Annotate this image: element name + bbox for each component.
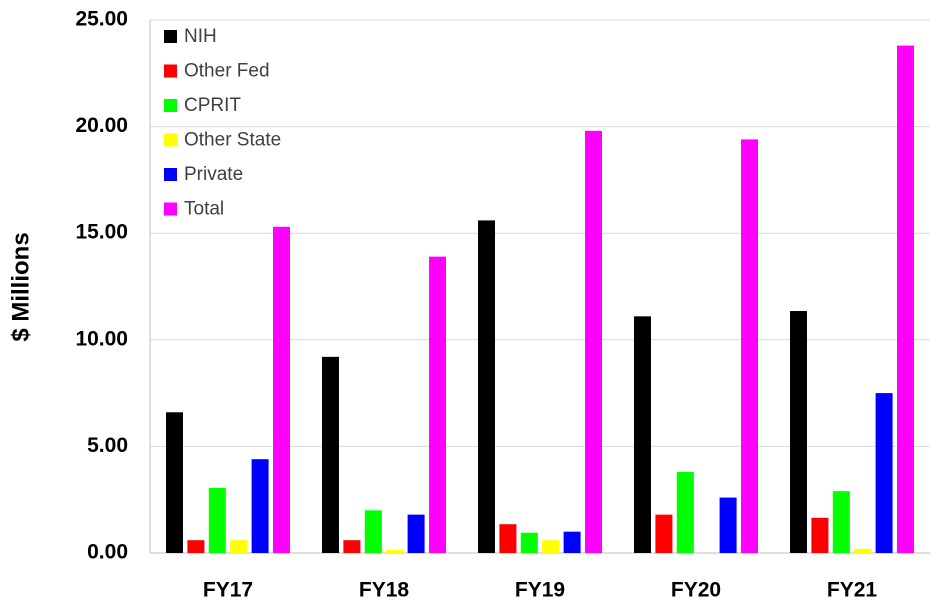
bar [719,497,737,553]
bar [386,549,404,553]
bar [897,45,914,554]
bar [429,256,446,553]
legend-swatch [164,133,177,147]
bar [187,540,205,553]
bar [520,532,538,553]
bar [676,471,694,553]
bar [166,412,183,553]
x-tick-label: FY21 [827,579,878,602]
y-tick-label: 20.00 [75,114,128,137]
bar [790,311,807,553]
bar [322,356,339,553]
bar [655,514,673,553]
bar [273,226,290,553]
legend-label: CPRIT [184,95,241,116]
legend-swatch [164,30,177,43]
bar [230,540,248,553]
bar [364,510,382,553]
bar [832,491,850,553]
legend-label: Total [184,199,224,220]
bar [478,220,495,553]
x-tick-label: FY17 [203,579,253,602]
legend-label: Private [184,164,243,185]
legend-label: Other State [184,130,281,151]
legend-swatch [164,168,177,181]
bar [634,316,651,553]
y-tick-label: 5.00 [87,434,128,457]
bar [251,459,269,553]
y-tick-label: 10.00 [75,327,128,350]
y-tick-label: 15.00 [75,221,128,244]
legend-swatch [164,202,177,216]
bar [563,531,581,553]
y-tick-label: 25.00 [75,8,128,31]
bar [343,540,361,553]
bar [542,540,560,553]
x-tick-label: FY20 [671,579,721,602]
legend-label: Other Fed [184,61,270,82]
x-tick-label: FY18 [359,579,410,602]
bar [208,487,226,553]
bar [499,524,517,553]
legend-swatch [164,99,177,112]
y-axis-label: $ Millions [7,232,34,341]
legend-swatch [164,64,177,78]
bar [854,548,872,553]
legend-label: NIH [184,26,217,47]
y-tick-label: 0.00 [87,541,128,564]
x-tick-label: FY19 [515,579,565,602]
bar [811,517,829,553]
bar [875,393,893,553]
bar [585,130,602,553]
bar [407,514,425,553]
bar [741,139,758,553]
